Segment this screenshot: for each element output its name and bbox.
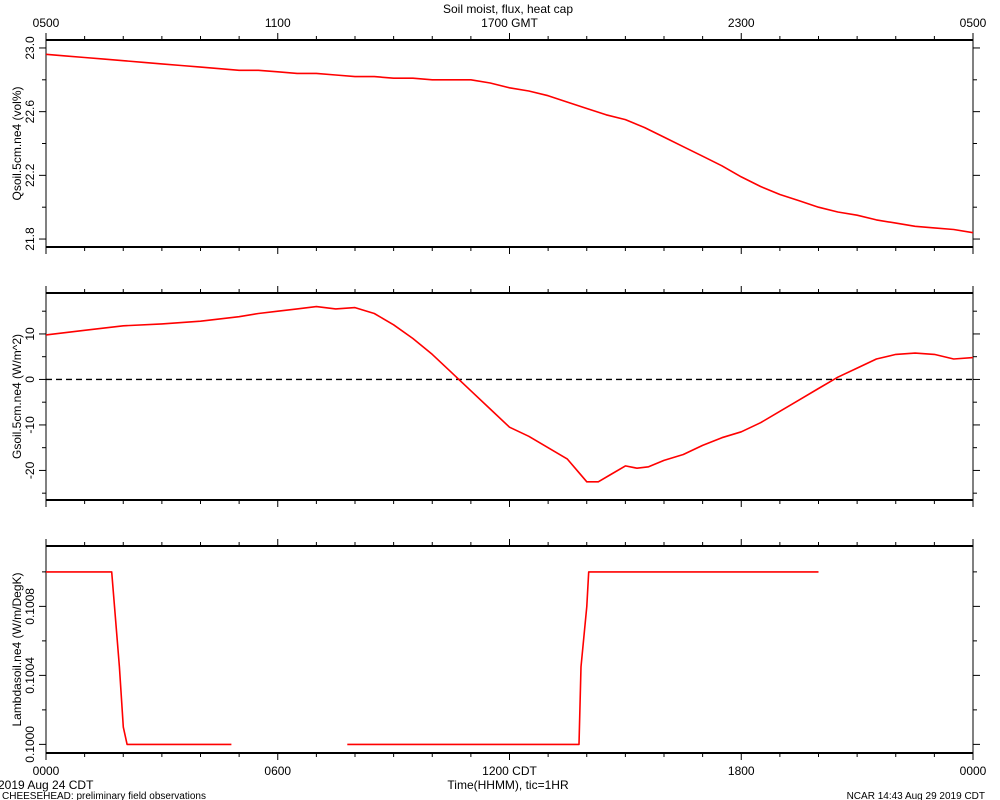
chart-title: Soil moist, flux, heat cap — [443, 2, 573, 16]
y-axis-label: Lambdasoil.ne4 (W/m/DegK) — [10, 572, 24, 726]
y-tick-label: 0.1000 — [23, 726, 37, 763]
y-tick-label: 10 — [23, 327, 37, 341]
bottom-axis-labels: 0000 0600 1200 CDT 1800 0000 — [33, 764, 987, 778]
y-tick-label: 22.2 — [23, 163, 37, 187]
top-tick-label: 0500 — [960, 16, 987, 30]
series-line — [347, 571, 819, 746]
top-tick-label: 0500 — [33, 16, 60, 30]
y-tick-label: 22.6 — [23, 100, 37, 124]
bottom-tick-label: 0000 — [960, 764, 987, 778]
y-axis-label: Qsoil.5cm.ne4 (vol%) — [10, 86, 24, 200]
y-tick-label: -20 — [23, 461, 37, 479]
x-axis-label: Time(HHMM), tic=1HR — [447, 778, 569, 792]
panel-frame — [45, 292, 974, 501]
top-tick-label: 2300 — [728, 16, 755, 30]
footer-project: CHEESEHEAD: preliminary field observatio… — [2, 791, 206, 800]
bottom-tick-label: 0000 — [33, 764, 60, 778]
y-tick-label: 21.8 — [23, 227, 37, 251]
panel-frame — [45, 545, 974, 754]
footer-credit: NCAR 14:43 Aug 29 2019 CDT — [847, 791, 985, 800]
bottom-tick-label: 1800 — [728, 764, 755, 778]
y-tick-label: 23.0 — [23, 36, 37, 60]
y-tick-label: 0.1004 — [23, 657, 37, 694]
top-tick-label: 1100 — [265, 16, 291, 30]
panel-frame — [45, 39, 974, 248]
series-line — [45, 305, 974, 483]
top-axis-labels: 0500 1100 1700 GMT 2300 0500 — [33, 16, 987, 30]
footer-date: 2019 Aug 24 CDT — [0, 778, 94, 792]
y-tick-label: -10 — [23, 416, 37, 434]
panel-1: 21.8 22.2 22.6 23.0 Qsoil.5cm.ne4 (vol%) — [10, 33, 980, 254]
bottom-tick-label: 0600 — [264, 764, 291, 778]
y-axis-label: Gsoil.5cm.ne4 (W/m^2) — [10, 334, 24, 459]
series-line — [46, 571, 232, 746]
y-tick-label: 0 — [23, 376, 37, 383]
top-tick-label: 1700 GMT — [481, 16, 538, 30]
y-tick-label: 0.1008 — [23, 588, 37, 625]
series-line — [45, 53, 974, 234]
bottom-tick-label: 1200 CDT — [482, 764, 537, 778]
